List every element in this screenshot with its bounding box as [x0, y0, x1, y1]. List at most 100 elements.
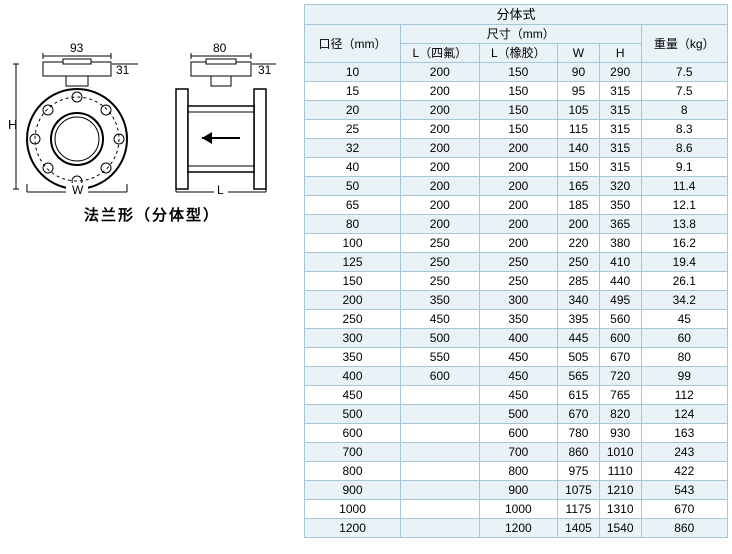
col-H: H — [599, 44, 641, 63]
col-L-ptfe: L（四氟） — [401, 44, 480, 63]
table-row: 1000100011751310670 — [305, 500, 728, 519]
table-cell: 105 — [558, 101, 600, 120]
table-title: 分体式 — [305, 5, 728, 25]
table-cell: 1200 — [479, 519, 558, 538]
table-cell: 1110 — [599, 462, 641, 481]
table-cell: 140 — [558, 139, 600, 158]
spec-table: 分体式 口径（mm） 尺寸（mm） 重量（kg） L（四氟） L（橡胶） W H… — [304, 4, 728, 538]
table-cell: 15 — [305, 82, 401, 101]
table-cell: 250 — [401, 253, 480, 272]
table-row: 90090010751210543 — [305, 481, 728, 500]
table-cell: 95 — [558, 82, 600, 101]
table-cell: 450 — [479, 367, 558, 386]
table-cell: 90 — [558, 63, 600, 82]
table-cell: 150 — [305, 272, 401, 291]
table-cell: 1310 — [599, 500, 641, 519]
table-cell: 900 — [305, 481, 401, 500]
table-row: 322002001403158.6 — [305, 139, 728, 158]
table-cell — [401, 500, 480, 519]
table-cell: 250 — [558, 253, 600, 272]
table-cell: 860 — [641, 519, 727, 538]
dim-80: 80 — [213, 41, 227, 55]
table-cell: 250 — [401, 234, 480, 253]
table-cell: 243 — [641, 443, 727, 462]
table-cell: 800 — [305, 462, 401, 481]
table-cell: 11.4 — [641, 177, 727, 196]
table-cell: 765 — [599, 386, 641, 405]
table-cell: 125 — [305, 253, 401, 272]
table-cell: 543 — [641, 481, 727, 500]
table-cell: 1000 — [305, 500, 401, 519]
table-cell: 1075 — [558, 481, 600, 500]
table-row: 202001501053158 — [305, 101, 728, 120]
table-cell: 780 — [558, 424, 600, 443]
table-cell: 900 — [479, 481, 558, 500]
dim-31a: 31 — [116, 63, 130, 77]
table-cell: 200 — [401, 158, 480, 177]
table-cell: 290 — [599, 63, 641, 82]
table-cell: 670 — [599, 348, 641, 367]
table-cell: 440 — [599, 272, 641, 291]
table-cell: 670 — [558, 405, 600, 424]
table-cell: 720 — [599, 367, 641, 386]
table-cell: 285 — [558, 272, 600, 291]
table-cell: 200 — [479, 215, 558, 234]
table-cell: 340 — [558, 291, 600, 310]
dim-H: H — [8, 117, 17, 132]
table-cell: 350 — [401, 291, 480, 310]
table-row: 8008009751110422 — [305, 462, 728, 481]
table-cell: 112 — [641, 386, 727, 405]
table-cell: 200 — [558, 215, 600, 234]
table-cell: 60 — [641, 329, 727, 348]
dim-93: 93 — [70, 41, 84, 55]
table-cell: 200 — [401, 215, 480, 234]
table-cell: 150 — [479, 63, 558, 82]
table-cell: 315 — [599, 120, 641, 139]
dim-L: L — [217, 183, 224, 194]
table-cell: 200 — [401, 120, 480, 139]
table-cell: 200 — [479, 177, 558, 196]
table-row: 600600780930163 — [305, 424, 728, 443]
svg-text:W: W — [72, 183, 84, 194]
table-cell: 395 — [558, 310, 600, 329]
diagram-panel: 93 31 — [4, 4, 300, 538]
table-cell: 25 — [305, 120, 401, 139]
table-cell: 19.4 — [641, 253, 727, 272]
col-W: W — [558, 44, 600, 63]
table-row: 252001501153158.3 — [305, 120, 728, 139]
table-cell — [401, 519, 480, 538]
table-row: 20035030034049534.2 — [305, 291, 728, 310]
table-cell: 250 — [479, 272, 558, 291]
table-cell: 7.5 — [641, 82, 727, 101]
table-cell: 1200 — [305, 519, 401, 538]
table-cell: 200 — [479, 196, 558, 215]
table-cell: 185 — [558, 196, 600, 215]
table-cell: 150 — [558, 158, 600, 177]
table-cell: 250 — [305, 310, 401, 329]
table-cell: 860 — [558, 443, 600, 462]
table-cell: 300 — [479, 291, 558, 310]
table-cell: 380 — [599, 234, 641, 253]
table-cell: 200 — [401, 139, 480, 158]
table-cell: 410 — [599, 253, 641, 272]
table-cell — [401, 405, 480, 424]
table-cell: 200 — [401, 63, 480, 82]
table-cell: 26.1 — [641, 272, 727, 291]
table-cell: 220 — [558, 234, 600, 253]
table-cell: 200 — [305, 291, 401, 310]
table-cell: 32 — [305, 139, 401, 158]
table-row: 25045035039556045 — [305, 310, 728, 329]
table-cell: 975 — [558, 462, 600, 481]
table-cell: 80 — [305, 215, 401, 234]
table-cell: 300 — [305, 329, 401, 348]
table-row: 450450615765112 — [305, 386, 728, 405]
table-cell: 124 — [641, 405, 727, 424]
table-cell: 450 — [401, 310, 480, 329]
table-cell: 1000 — [479, 500, 558, 519]
table-cell: 9.1 — [641, 158, 727, 177]
table-cell: 200 — [479, 139, 558, 158]
table-cell: 115 — [558, 120, 600, 139]
table-cell: 670 — [641, 500, 727, 519]
table-cell: 8.6 — [641, 139, 727, 158]
table-cell: 45 — [641, 310, 727, 329]
